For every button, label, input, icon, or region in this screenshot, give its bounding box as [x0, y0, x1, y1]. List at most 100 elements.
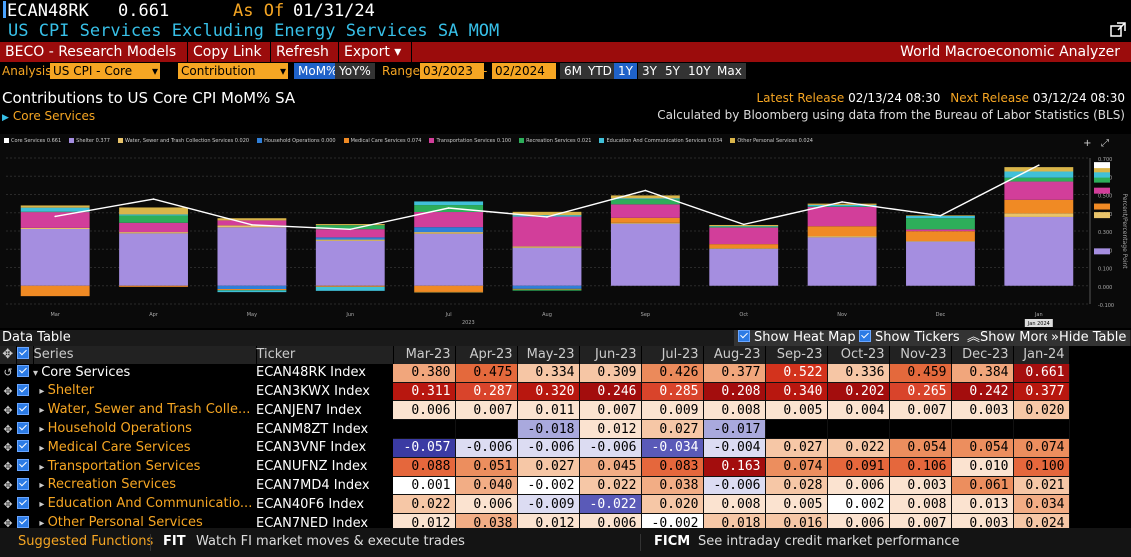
value-cell[interactable]: 0.336 [827, 363, 890, 383]
period-5y[interactable]: 5Y [661, 63, 684, 79]
value-cell[interactable]: 0.007 [889, 400, 952, 421]
fit-function-desc[interactable]: Watch FI market moves & execute trades [196, 534, 465, 549]
ticker-cell[interactable]: ECANUFNZ Index [256, 457, 393, 477]
popout-icon[interactable] [1110, 22, 1126, 38]
value-cell[interactable]: 0.001 [393, 476, 456, 496]
series-name-cell[interactable]: ▸ Other Personal Services [33, 514, 256, 533]
move-icon[interactable]: ✥ [3, 497, 13, 511]
value-cell[interactable] [1013, 419, 1070, 439]
ficm-function-code[interactable]: FICM [654, 534, 691, 549]
value-cell[interactable] [889, 419, 952, 439]
expand-triangle-icon[interactable]: ▸ [33, 518, 48, 530]
column-header[interactable]: Jun-23 [579, 346, 642, 364]
range-end-input[interactable]: 02/2024 [492, 63, 556, 79]
move-icon[interactable]: ✥ [3, 516, 13, 530]
value-cell[interactable]: 0.100 [1013, 457, 1070, 477]
value-cell[interactable]: 0.010 [951, 457, 1014, 477]
mode-dropdown[interactable]: Contribution ▾ [178, 63, 288, 79]
legend-item[interactable]: Shelter 0.377 [69, 138, 110, 144]
value-cell[interactable]: 0.007 [455, 400, 518, 421]
value-cell[interactable] [393, 419, 456, 439]
value-cell[interactable]: 0.074 [765, 457, 828, 477]
value-cell[interactable]: -0.006 [517, 438, 580, 458]
value-cell[interactable] [455, 419, 518, 439]
series-column-header[interactable]: Series [33, 346, 257, 364]
add-icon[interactable]: + [1083, 138, 1092, 149]
row-checkbox[interactable] [16, 364, 33, 382]
value-cell[interactable]: 0.074 [1013, 438, 1070, 458]
export-menu[interactable]: Export ▾ [344, 44, 402, 60]
value-cell[interactable]: 0.202 [827, 382, 890, 402]
ticker-cell[interactable]: ECAN7MD4 Index [256, 476, 393, 495]
copy-link-button[interactable]: Copy Link [193, 44, 262, 60]
value-cell[interactable]: 0.475 [455, 363, 518, 383]
move-icon[interactable]: ✥ [3, 460, 13, 474]
show-heat-map-toggle[interactable]: Show Heat Map [734, 330, 860, 346]
legend-item[interactable]: Education And Communication Services 0.0… [599, 138, 722, 144]
value-cell[interactable]: 0.021 [1013, 476, 1070, 496]
legend-item[interactable]: Core Services 0.661 [4, 138, 61, 144]
legend-item[interactable]: Other Personal Services 0.024 [730, 138, 813, 144]
expand-triangle-icon[interactable]: ▸ [33, 442, 48, 454]
value-cell[interactable]: 0.384 [951, 363, 1014, 383]
value-cell[interactable]: 0.027 [765, 438, 828, 458]
period-max[interactable]: Max [713, 63, 746, 79]
column-header[interactable]: Jul-23 [641, 346, 704, 364]
value-cell[interactable]: 0.022 [827, 438, 890, 458]
value-cell[interactable]: 0.083 [641, 457, 704, 477]
value-cell[interactable]: -0.022 [579, 494, 642, 515]
move-icon[interactable]: ✥ [3, 403, 13, 417]
column-header[interactable]: Apr-23 [455, 346, 518, 364]
row-checkbox[interactable] [16, 514, 33, 533]
table-row[interactable]: ✥ ▸ Transportation Services ECANUFNZ Inde… [0, 457, 1070, 477]
table-row[interactable]: ✥ ▸ Water, Sewer and Trash Colle... ECANJ… [0, 400, 1070, 421]
column-header[interactable]: Dec-23 [951, 346, 1014, 364]
row-checkbox[interactable] [16, 495, 33, 514]
expand-triangle-icon[interactable]: ▸ [33, 386, 48, 398]
ticker-cell[interactable]: ECAN3VNF Index [256, 438, 393, 458]
value-cell[interactable]: 0.012 [579, 419, 642, 439]
period-10y[interactable]: 10Y [684, 63, 715, 79]
value-cell[interactable]: 0.088 [393, 457, 456, 477]
legend-item[interactable]: Recreation Services 0.021 [519, 138, 591, 144]
value-cell[interactable]: 0.246 [579, 382, 642, 402]
value-cell[interactable]: -0.009 [517, 494, 580, 515]
value-cell[interactable]: 0.006 [393, 400, 456, 421]
collapse-triangle-icon[interactable]: ▾ [33, 367, 42, 379]
value-cell[interactable]: 0.242 [951, 382, 1014, 402]
reset-icon[interactable]: ↺ [3, 366, 13, 380]
table-row[interactable]: ✥ ▸ Recreation Services ECAN7MD4 Index 0.0… [0, 476, 1070, 496]
value-cell[interactable]: 0.005 [765, 400, 828, 421]
period-3y[interactable]: 3Y [638, 63, 661, 79]
value-cell[interactable]: 0.106 [889, 457, 952, 477]
value-cell[interactable]: 0.002 [827, 494, 890, 515]
value-cell[interactable]: -0.006 [579, 438, 642, 458]
expand-triangle-icon[interactable]: ▸ [33, 424, 48, 436]
analysis-dropdown[interactable]: US CPI - Core ▾ [50, 63, 160, 79]
ticker-cell[interactable]: ECANM8ZT Index [256, 419, 393, 439]
value-cell[interactable]: 0.459 [889, 363, 952, 383]
value-cell[interactable]: 0.004 [827, 400, 890, 421]
legend-item[interactable]: Transportation Services 0.100 [429, 138, 511, 144]
value-cell[interactable]: 0.027 [641, 419, 704, 439]
value-cell[interactable]: 0.163 [703, 457, 766, 477]
value-cell[interactable] [765, 419, 828, 439]
value-cell[interactable]: 0.008 [703, 494, 766, 515]
ticker-cell[interactable]: ECAN3KWX Index [256, 382, 393, 401]
ticker-column-header[interactable]: Ticker [256, 346, 394, 364]
column-header[interactable]: Oct-23 [827, 346, 890, 364]
column-header[interactable]: Nov-23 [889, 346, 952, 364]
value-cell[interactable]: 0.003 [951, 400, 1014, 421]
value-cell[interactable]: 0.022 [579, 476, 642, 496]
move-icon[interactable]: ✥ [3, 384, 13, 398]
value-cell[interactable]: 0.380 [393, 363, 456, 383]
value-cell[interactable]: 0.265 [889, 382, 952, 402]
value-cell[interactable]: 0.008 [703, 400, 766, 421]
value-cell[interactable]: 0.020 [641, 494, 704, 515]
legend-item[interactable]: Medical Care Services 0.074 [343, 138, 421, 144]
column-header[interactable]: May-23 [517, 346, 580, 364]
period-6m[interactable]: 6M [560, 63, 586, 79]
value-cell[interactable]: 0.007 [579, 400, 642, 421]
value-cell[interactable]: -0.057 [393, 438, 456, 458]
value-cell[interactable]: 0.340 [765, 382, 828, 402]
